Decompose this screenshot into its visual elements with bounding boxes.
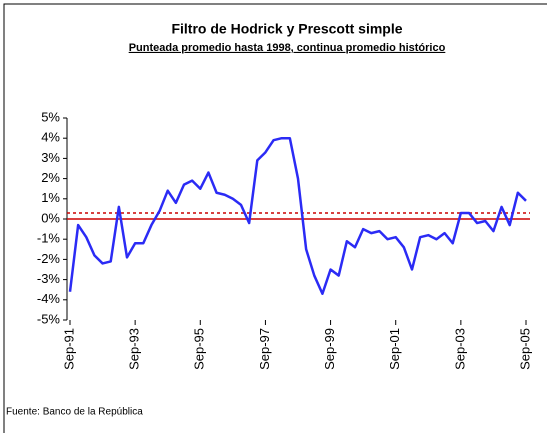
y-tick-label: 2%	[41, 170, 60, 185]
x-tick-label: Sep-03	[452, 328, 467, 370]
y-tick-label: -5%	[37, 311, 61, 326]
y-tick-label: -4%	[37, 291, 61, 306]
y-tick-label: 1%	[41, 190, 60, 205]
chart-subtitle: Punteada promedio hasta 1998, continua p…	[129, 42, 446, 54]
y-tick-label: 3%	[41, 150, 60, 165]
source-note: Fuente: Banco de la República	[6, 407, 143, 418]
x-tick-label: Sep-99	[322, 328, 337, 370]
x-tick-label: Sep-01	[387, 328, 402, 370]
y-tick-label: 5%	[41, 109, 60, 124]
y-tick-label: 4%	[41, 130, 60, 145]
x-tick-label: Sep-97	[257, 328, 272, 370]
x-tick-label: Sep-91	[61, 328, 76, 370]
y-tick-label: 0%	[41, 210, 60, 225]
x-tick-label: Sep-93	[127, 328, 142, 370]
y-tick-label: -3%	[37, 271, 61, 286]
x-tick-label: Sep-05	[517, 328, 532, 370]
chart-title: Filtro de Hodrick y Prescott simple	[171, 21, 402, 37]
data-line	[68, 136, 527, 295]
x-tick-label: Sep-95	[192, 328, 207, 370]
y-tick-label: -1%	[37, 231, 61, 246]
chart-frame	[3, 3, 547, 433]
y-tick-label: -2%	[37, 251, 61, 266]
